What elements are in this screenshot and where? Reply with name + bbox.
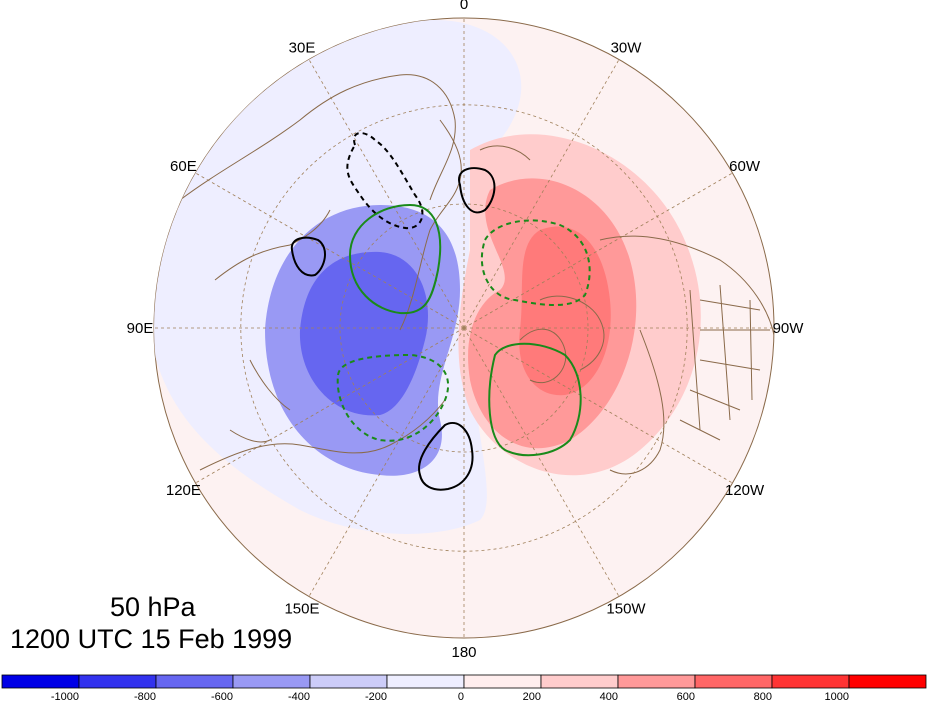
colorbar-tick-label: -200 <box>365 691 387 702</box>
colorbar-swatch <box>463 674 542 689</box>
pressure-level-title: 50 hPa <box>110 592 196 622</box>
colorbar-swatch <box>155 674 234 689</box>
longitude-label: 30E <box>289 39 316 56</box>
contour-green-solid-west <box>348 203 442 315</box>
colorbar-swatch <box>694 674 773 689</box>
contour-green-solid-east <box>488 342 582 457</box>
colorbar-tick-label: 200 <box>523 691 541 702</box>
coastlines <box>179 74 774 475</box>
longitude-label: 90W <box>773 320 805 337</box>
colorbar: -1000 -800 -600 -400 -200 0 200 400 600 800 1000 <box>1 674 927 702</box>
graticule <box>154 18 774 638</box>
longitude-label: 150W <box>606 601 646 618</box>
colorbar-tick-label: 1000 <box>825 691 849 702</box>
meridian-line <box>463 327 733 484</box>
colorbar-swatch <box>78 674 157 689</box>
shaded-field <box>154 20 770 534</box>
colorbar-swatch <box>617 674 696 689</box>
longitude-label: 120E <box>166 482 201 499</box>
latitude-circle <box>339 203 589 453</box>
colorbar-tick-label: 800 <box>754 691 772 702</box>
colorbar-swatch <box>540 674 619 689</box>
contour-black-solid-3 <box>418 422 474 491</box>
contour-black-dashed-north <box>346 132 424 230</box>
colorbar-tick-label: -400 <box>288 691 310 702</box>
contour-green-dashed-south <box>336 353 450 442</box>
latitude-circle <box>240 104 688 552</box>
colorbar-tick-label: -600 <box>211 691 233 702</box>
meridian-line <box>463 327 620 597</box>
meridian-line <box>463 172 733 329</box>
meridian-line <box>195 327 465 484</box>
colorbar-tick-label: -1000 <box>51 691 79 702</box>
longitude-label: 30W <box>611 39 643 56</box>
colorbar-swatch <box>848 674 927 689</box>
colorbar-swatch <box>1 674 80 689</box>
longitude-label: 60W <box>729 158 761 175</box>
field-negative-strong <box>299 251 428 416</box>
colorbar-tick-label: 400 <box>600 691 618 702</box>
longitude-label: 0 <box>460 0 468 13</box>
longitude-label: 180 <box>451 644 476 661</box>
colorbar-tick-label: 600 <box>677 691 695 702</box>
meridian-line <box>308 327 465 597</box>
longitude-labels: 0 30W 60W 90W 120W 150W 180 150E 120E 90E 60E 30E <box>127 0 805 661</box>
colorbar-swatch <box>232 674 311 689</box>
contour-black-solid-1 <box>458 167 496 214</box>
meridian-line <box>463 59 620 329</box>
meridian-line <box>308 59 465 329</box>
contour-black-solid-2 <box>290 236 326 277</box>
valid-time-title: 1200 UTC 15 Feb 1999 <box>10 624 293 654</box>
longitude-label: 60E <box>170 158 197 175</box>
longitude-label: 150E <box>284 601 319 618</box>
colorbar-tick-label: 0 <box>458 691 464 702</box>
colorbar-swatch <box>309 674 388 689</box>
colorbar-tick-label: -800 <box>134 691 156 702</box>
contour-green-dashed-east <box>480 219 591 306</box>
colorbar-swatch <box>771 674 850 689</box>
longitude-label: 120W <box>725 482 765 499</box>
colorbar-swatch <box>386 674 465 689</box>
longitude-label: 90E <box>127 320 154 337</box>
contours <box>290 132 591 491</box>
meridian-line <box>195 172 465 329</box>
field-positive-strong <box>519 226 611 396</box>
